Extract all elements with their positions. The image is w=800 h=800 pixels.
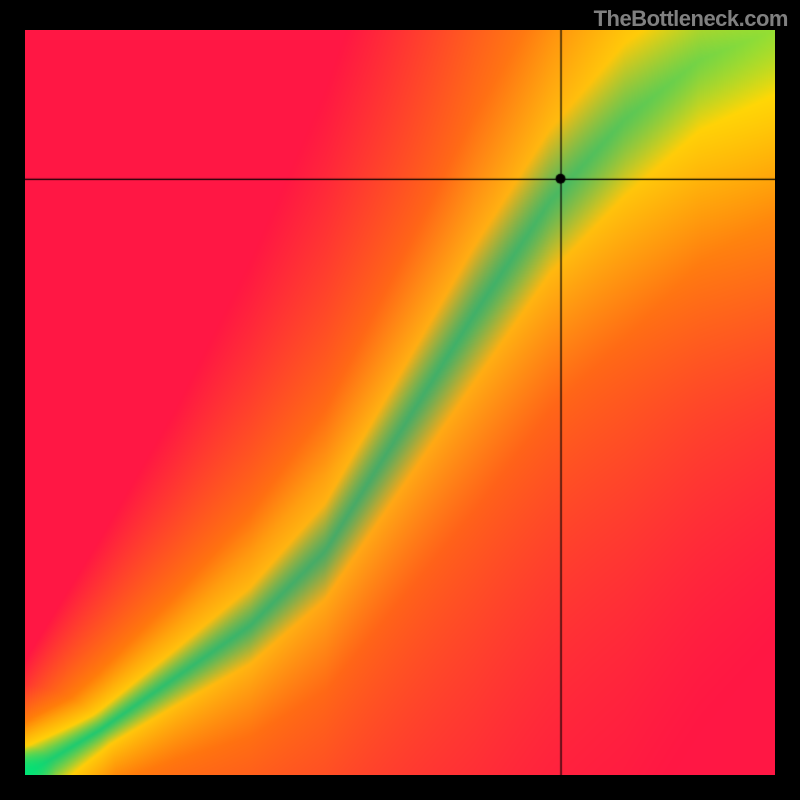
heatmap-canvas <box>25 30 775 775</box>
watermark-text: TheBottleneck.com <box>594 6 788 32</box>
chart-container: TheBottleneck.com <box>0 0 800 800</box>
plot-area <box>25 30 775 775</box>
